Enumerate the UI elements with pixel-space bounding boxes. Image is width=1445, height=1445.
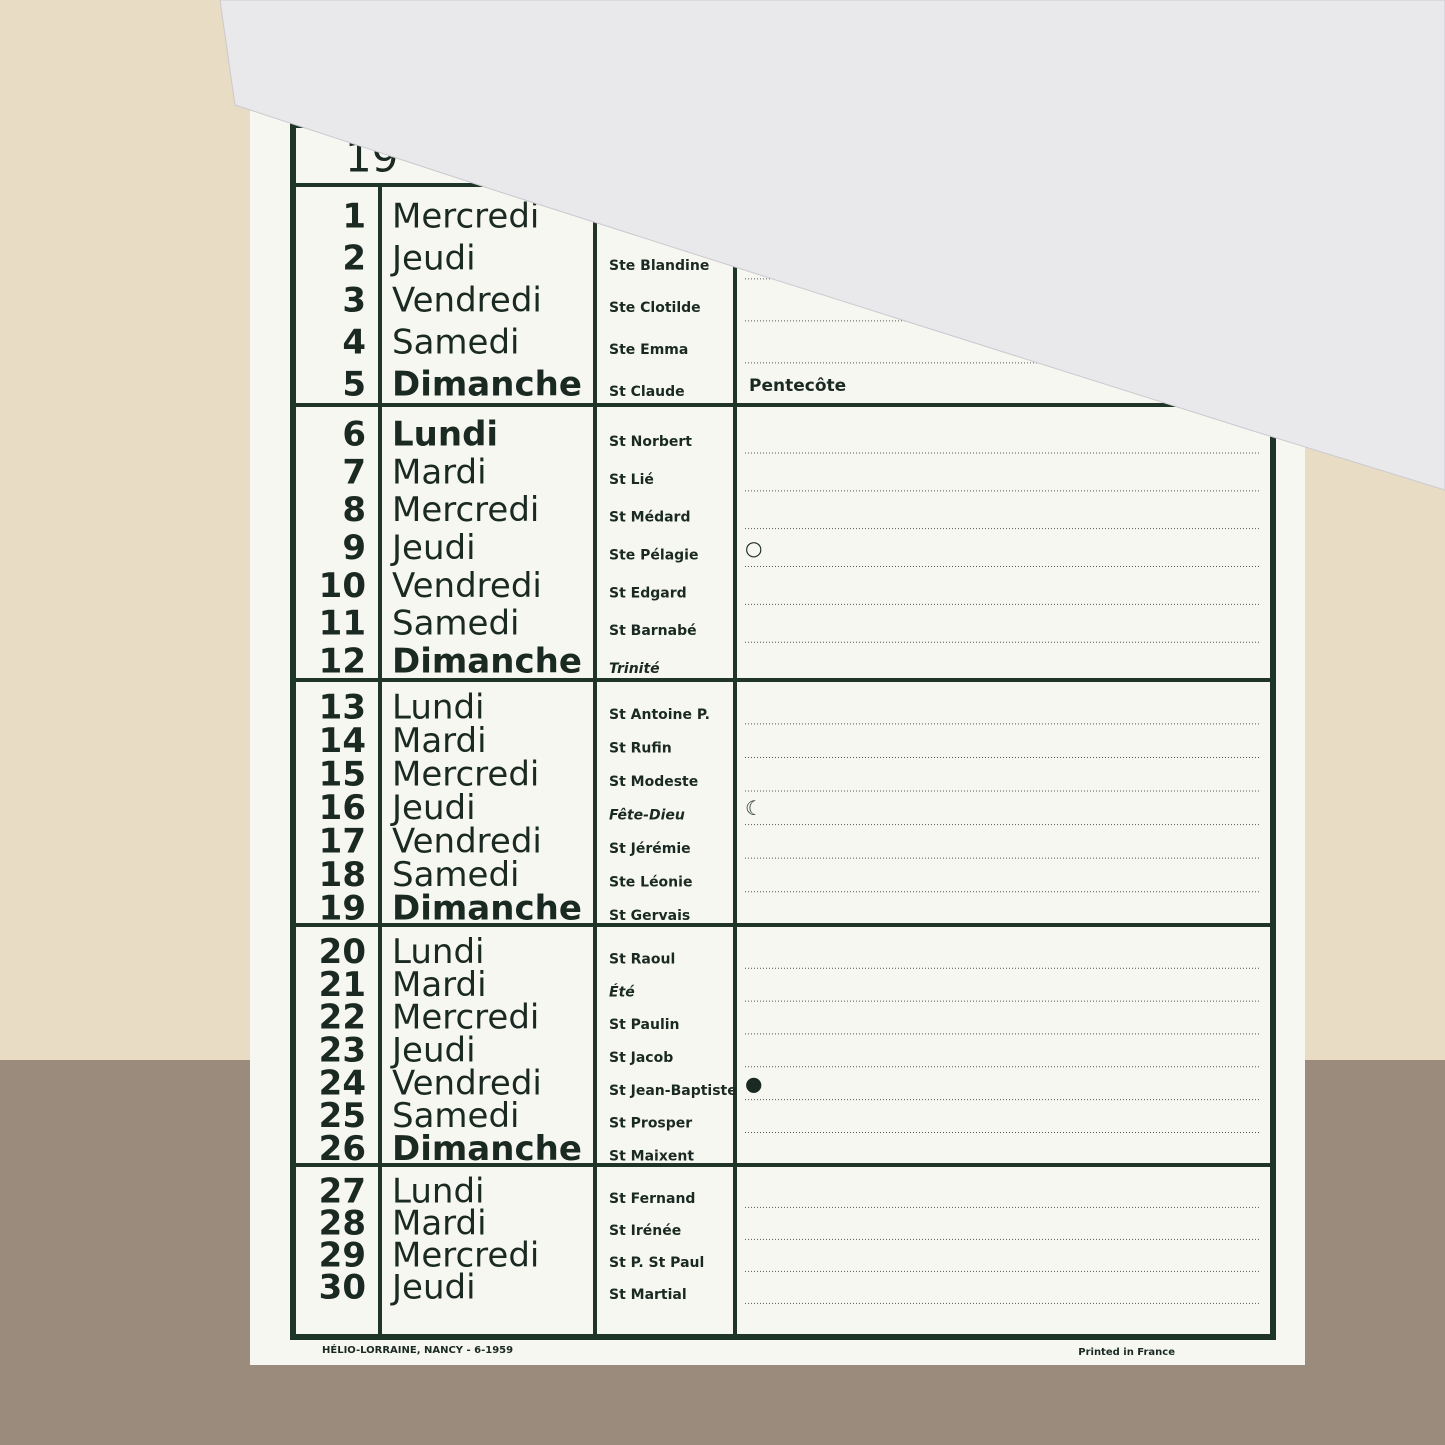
day-number: 17 — [319, 822, 366, 862]
day-name: Dimanche — [392, 365, 582, 405]
day-number: 15 — [319, 754, 366, 794]
day-name: Lundi — [392, 1172, 484, 1212]
day-number: 8 — [342, 490, 366, 530]
saint: St Maixent — [609, 1149, 694, 1165]
saint: St P. St Paul — [609, 1255, 704, 1271]
day-name: Samedi — [392, 855, 519, 895]
saint: Fête-Dieu — [609, 808, 685, 824]
saint: St Médard — [609, 510, 690, 526]
day-name: Mardi — [392, 1204, 487, 1244]
day-name: Jeudi — [390, 1031, 476, 1071]
saint: Été — [609, 983, 635, 1000]
saint: St Jérémie — [609, 841, 691, 857]
day-number: 14 — [319, 721, 366, 761]
saint: St Modeste — [609, 774, 698, 790]
day-name: Mercredi — [392, 754, 539, 794]
moon-phase: ● — [745, 1071, 762, 1095]
day-number: 18 — [319, 855, 366, 895]
saint: St Lié — [609, 472, 654, 488]
curled-page — [219, 0, 1445, 491]
day-number: 11 — [319, 604, 366, 644]
printer: HÉLIO-LORRAINE, NANCY - 6-1959 — [322, 1343, 513, 1356]
saint: St Martial — [609, 1287, 687, 1303]
day-number: 12 — [319, 642, 366, 682]
day-name: Vendredi — [392, 822, 542, 862]
origin: Printed in France — [1078, 1347, 1175, 1358]
day-name: Mercredi — [392, 1236, 539, 1276]
day-number: 4 — [342, 323, 366, 363]
day-name: Mercredi — [392, 490, 539, 530]
note: Pentecôte — [749, 376, 846, 396]
day-number: 13 — [319, 687, 366, 727]
day-number: 2 — [342, 239, 366, 279]
day-number: 26 — [319, 1129, 366, 1169]
saint: St Raoul — [609, 951, 675, 967]
saint: St Irénée — [609, 1223, 681, 1239]
day-number: 3 — [342, 281, 366, 321]
saint: St Jean-Baptiste — [609, 1083, 737, 1099]
day-name: Lundi — [392, 414, 498, 454]
day-name: Samedi — [392, 323, 519, 363]
day-name: Mercredi — [392, 197, 539, 237]
day-name: Dimanche — [392, 1129, 582, 1169]
day-name: Lundi — [392, 932, 484, 972]
moon-phase: ○ — [745, 536, 762, 560]
saint: Ste Léonie — [609, 875, 692, 891]
day-name: Samedi — [392, 604, 519, 644]
saint: Ste Blandine — [609, 258, 709, 274]
saint: St Rufin — [609, 740, 672, 756]
day-number: 16 — [319, 788, 366, 828]
saint: St Edgard — [609, 585, 687, 601]
day-name: Vendredi — [392, 566, 542, 606]
day-name: Lundi — [392, 687, 484, 727]
saint: St Antoine P. — [609, 707, 710, 723]
saint: St Jacob — [609, 1050, 673, 1066]
day-number: 27 — [319, 1172, 366, 1212]
saint: St Gervais — [609, 908, 690, 924]
day-number: 23 — [319, 1031, 366, 1071]
saint: Ste Pélagie — [609, 548, 698, 564]
day-name: Jeudi — [390, 528, 476, 568]
saint: St Claude — [609, 384, 685, 400]
saint: St Norbert — [609, 434, 692, 450]
day-number: 10 — [319, 566, 366, 606]
day-number: 24 — [319, 1063, 366, 1103]
day-number: 25 — [319, 1096, 366, 1136]
day-name: Mardi — [392, 965, 487, 1005]
day-number: 28 — [319, 1204, 366, 1244]
day-name: Vendredi — [392, 281, 542, 321]
day-number: 20 — [319, 932, 366, 972]
day-number: 1 — [342, 197, 366, 237]
day-name: Samedi — [392, 1096, 519, 1136]
day-number: 6 — [342, 414, 366, 454]
saint: St Prosper — [609, 1116, 692, 1132]
moon-phase: ☾ — [745, 796, 763, 820]
saint: St Paulin — [609, 1017, 680, 1033]
day-name: Mercredi — [392, 998, 539, 1038]
day-name: Jeudi — [390, 1268, 476, 1308]
day-name: Jeudi — [390, 788, 476, 828]
day-number: 29 — [319, 1236, 366, 1276]
day-number: 7 — [342, 452, 366, 492]
day-number: 21 — [319, 965, 366, 1005]
day-number: 22 — [319, 998, 366, 1038]
saint: Trinité — [609, 661, 660, 677]
saint: St Fernand — [609, 1191, 695, 1207]
day-name: Dimanche — [392, 889, 582, 929]
day-name: Mardi — [392, 721, 487, 761]
day-number: 5 — [342, 365, 366, 405]
day-number: 30 — [319, 1268, 366, 1308]
saint: Ste Clotilde — [609, 300, 701, 316]
saint: Ste Emma — [609, 342, 688, 358]
day-number: 19 — [319, 889, 366, 929]
day-name: Dimanche — [392, 642, 582, 682]
saint: St Barnabé — [609, 623, 697, 639]
day-name: Jeudi — [390, 239, 476, 279]
day-name: Vendredi — [392, 1063, 542, 1103]
day-number: 9 — [342, 528, 366, 568]
grid: 1 Mercredi 2 Jeudi Ste Blandine 3 Vendredi Ste … — [296, 185, 1270, 1335]
day-name: Mardi — [392, 452, 487, 492]
